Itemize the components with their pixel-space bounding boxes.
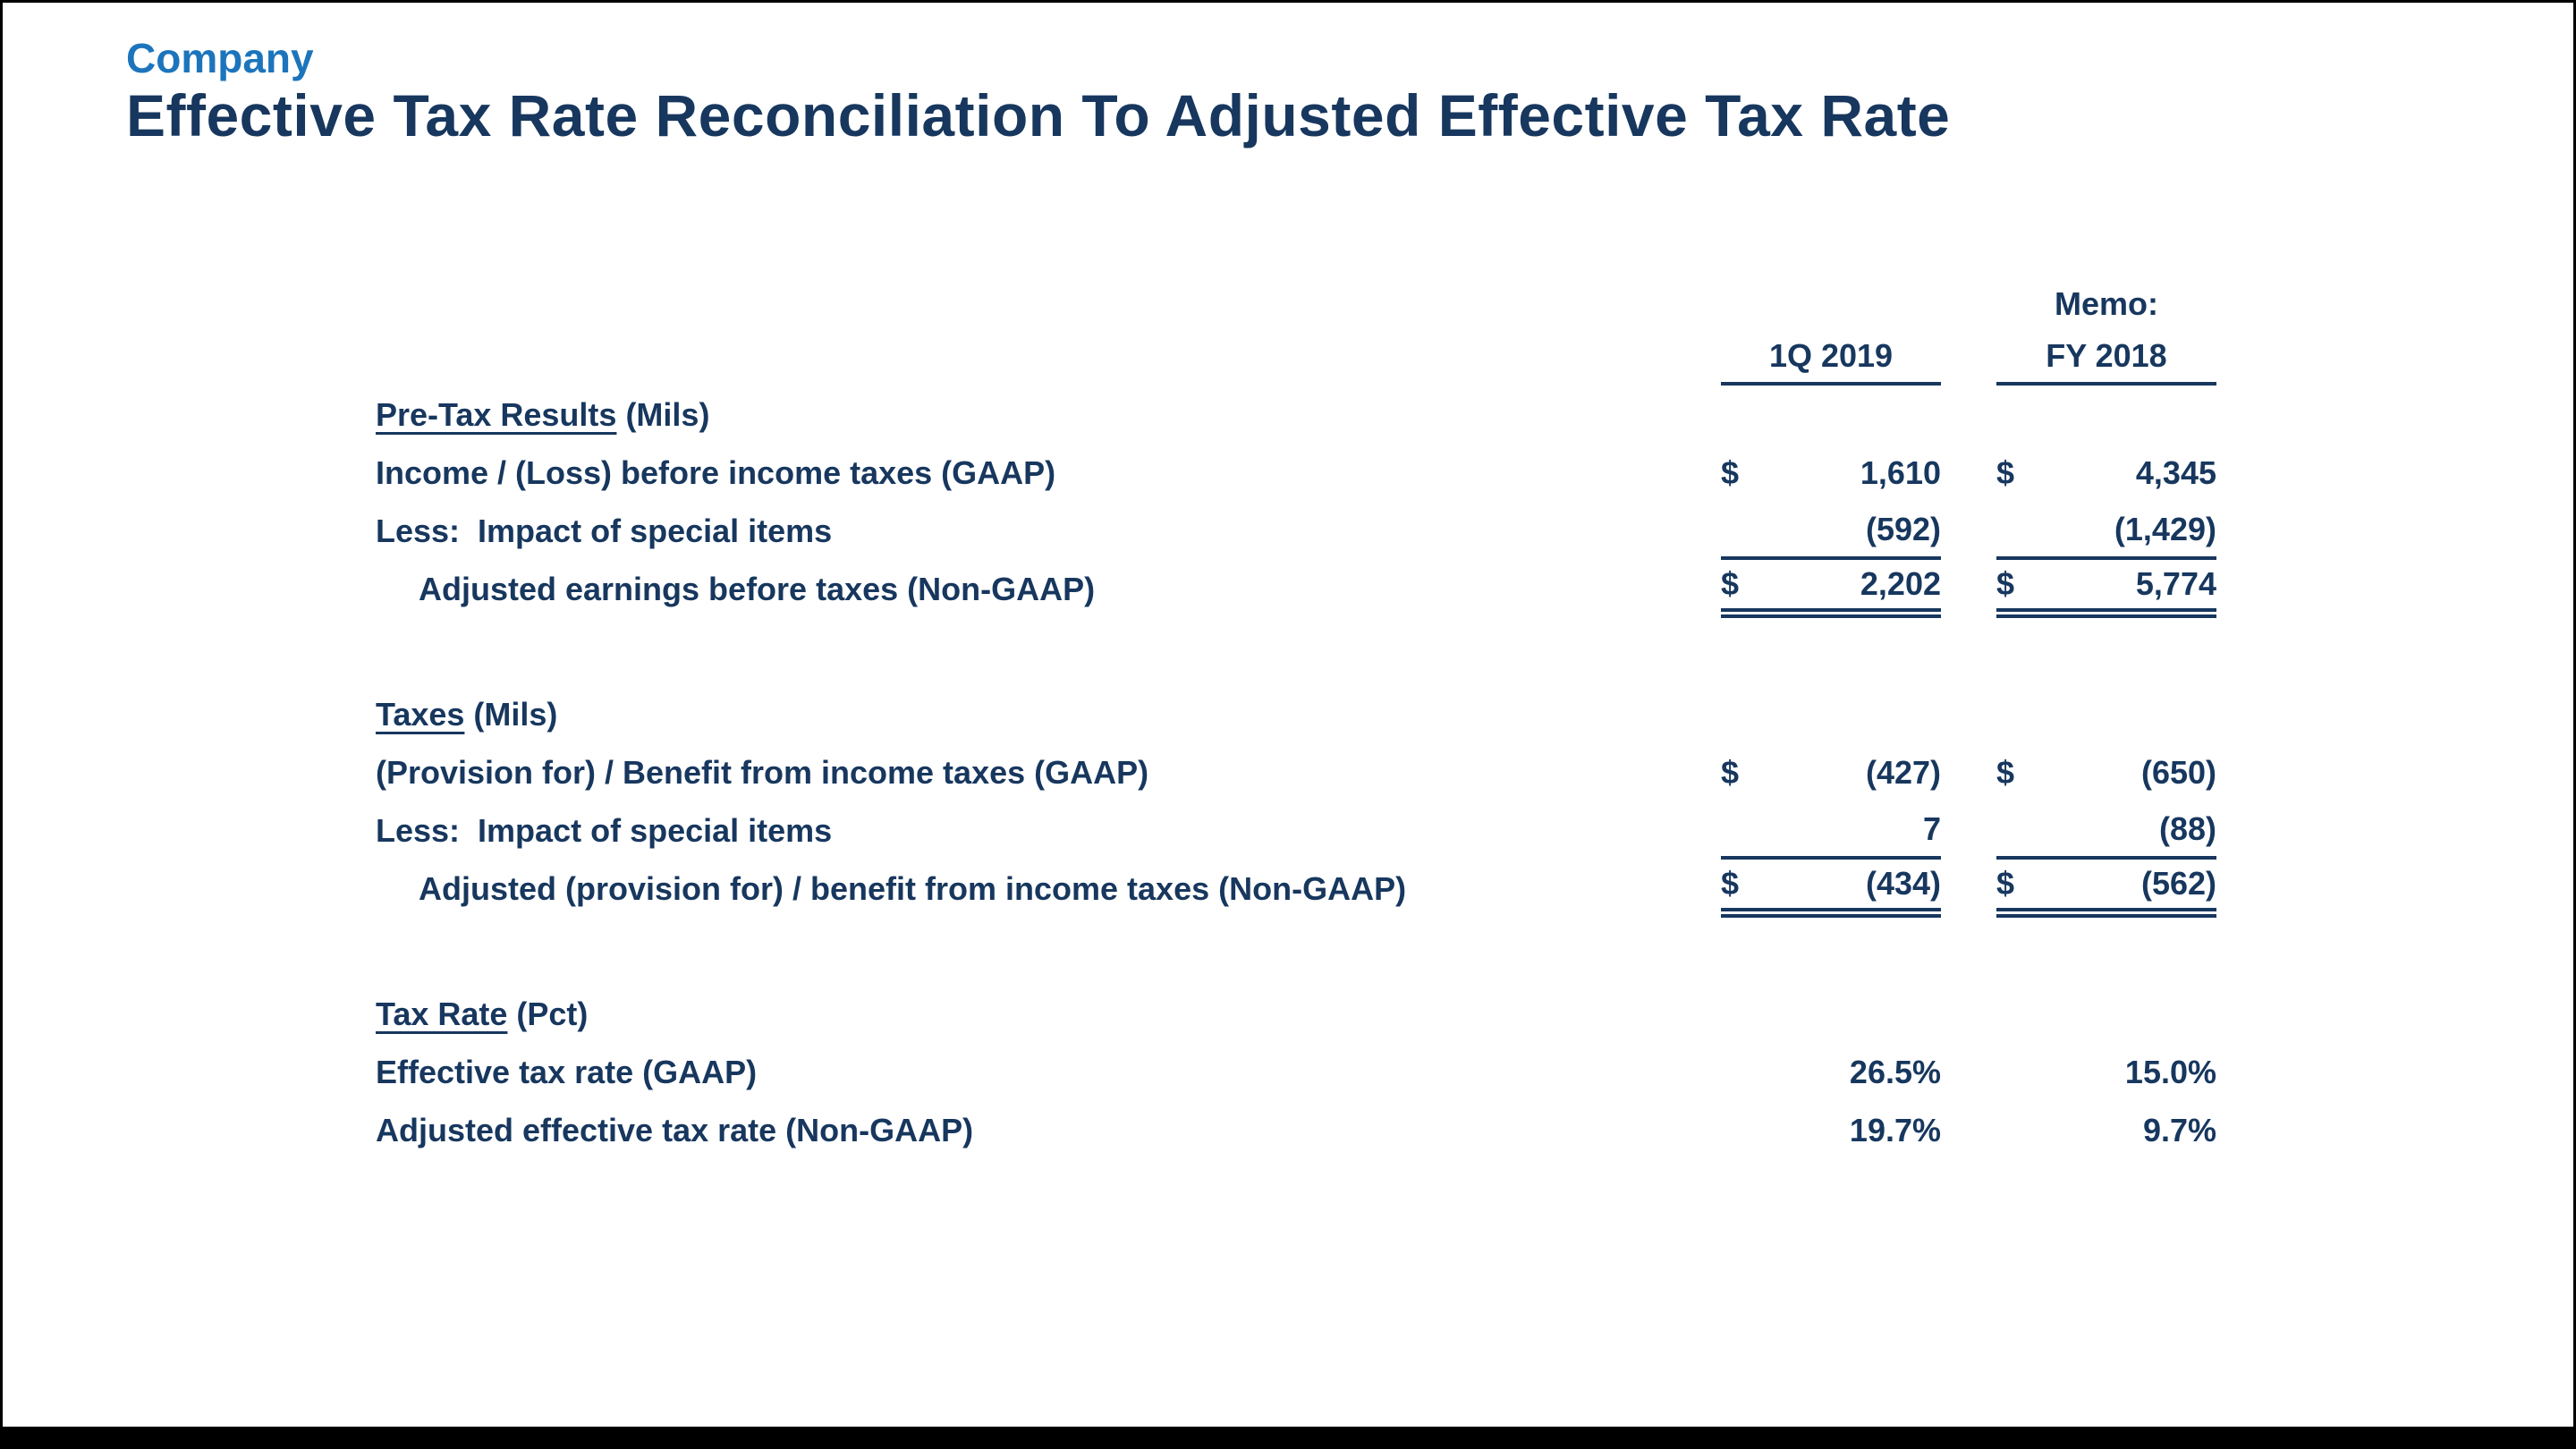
section-pre-tax-results: Pre-Tax Results (Mils) Income / (Loss) b… — [376, 386, 2216, 618]
section-heading: Pre-Tax Results (Mils) — [376, 386, 2216, 444]
currency-symbol: $ — [1996, 753, 2015, 791]
section-unit: (Mils) — [616, 395, 710, 433]
section-tax-rate: Tax Rate (Pct) Effective tax rate (GAAP)… — [376, 985, 2216, 1159]
column-header-1q2019: 1Q 2019 — [1721, 330, 1941, 386]
row-label: Adjusted (provision for) / benefit from … — [419, 869, 1407, 907]
value-cell-1q2019: 7 — [1721, 801, 1941, 860]
value: 19.7% — [1849, 1111, 1941, 1148]
table-row: Effective tax rate (GAAP) 26.5% 15.0% — [376, 1043, 2216, 1101]
section-unit: (Mils) — [464, 695, 558, 733]
slide-header: Company Effective Tax Rate Reconciliatio… — [126, 35, 1950, 150]
value-cell-1q2019: $ (434) — [1721, 860, 1941, 918]
memo-label: Memo: — [2055, 285, 2158, 322]
value-cell-1q2019: $ (427) — [1721, 743, 1941, 801]
value: (1,429) — [2114, 510, 2216, 547]
currency-symbol: $ — [1721, 865, 1740, 902]
value: 1,610 — [1860, 453, 1941, 491]
section-name: Tax Rate — [376, 995, 508, 1032]
value-cell-fy2018: (1,429) — [1996, 502, 2216, 560]
column-header-row: 1Q 2019 FY 2018 — [376, 330, 2216, 386]
value-cell-fy2018: 9.7% — [1996, 1101, 2216, 1159]
value: 9.7% — [2142, 1111, 2216, 1148]
slide-bottom-bar — [3, 1427, 2573, 1446]
table-row-total: Adjusted (provision for) / benefit from … — [376, 860, 2216, 918]
value-cell-1q2019: 19.7% — [1721, 1101, 1941, 1159]
column-header-fy2018: FY 2018 — [1996, 330, 2216, 386]
table-row: Adjusted effective tax rate (Non-GAAP) 1… — [376, 1101, 2216, 1159]
row-label: Less: Impact of special items — [376, 811, 833, 849]
value: 26.5% — [1849, 1053, 1941, 1090]
currency-symbol: $ — [1721, 453, 1740, 491]
value: 2,202 — [1860, 565, 1941, 602]
value-cell-1q2019: 26.5% — [1721, 1043, 1941, 1101]
table-row-total: Adjusted earnings before taxes (Non-GAAP… — [376, 560, 2216, 618]
section-name: Taxes — [376, 695, 465, 733]
row-label: Effective tax rate (GAAP) — [376, 1053, 758, 1090]
tax-reconciliation-table: Memo: 1Q 2019 FY 2018 Pre-Tax Results (M… — [376, 278, 2216, 1159]
table-row: (Provision for) / Benefit from income ta… — [376, 743, 2216, 801]
row-label: Income / (Loss) before income taxes (GAA… — [376, 453, 1056, 491]
value-cell-1q2019: $ 2,202 — [1721, 560, 1941, 618]
value-cell-fy2018: $ (562) — [1996, 860, 2216, 918]
value: 4,345 — [2135, 453, 2216, 491]
section-taxes: Taxes (Mils) (Provision for) / Benefit f… — [376, 685, 2216, 918]
section-heading: Taxes (Mils) — [376, 685, 2216, 743]
currency-symbol: $ — [1996, 565, 2015, 602]
value: (434) — [1865, 865, 1941, 902]
value-cell-1q2019: $ 1,610 — [1721, 444, 1941, 502]
row-label: Adjusted earnings before taxes (Non-GAAP… — [419, 570, 1096, 607]
section-unit: (Pct) — [507, 995, 589, 1032]
row-label: (Provision for) / Benefit from income ta… — [376, 753, 1149, 791]
value: (562) — [2140, 865, 2216, 902]
value: (88) — [2158, 809, 2216, 847]
memo-empty-cell — [1721, 278, 1941, 330]
section-heading: Tax Rate (Pct) — [376, 985, 2216, 1043]
section-name: Pre-Tax Results — [376, 395, 617, 433]
value: (427) — [1865, 753, 1941, 791]
value: 15.0% — [2124, 1053, 2216, 1090]
value: 7 — [1922, 809, 1941, 847]
value-cell-fy2018: 15.0% — [1996, 1043, 2216, 1101]
company-name: Company — [126, 35, 314, 81]
table-row: Income / (Loss) before income taxes (GAA… — [376, 444, 2216, 502]
currency-symbol: $ — [1721, 565, 1740, 602]
memo-row: Memo: — [376, 278, 2216, 330]
value-cell-1q2019: (592) — [1721, 502, 1941, 560]
table-row: Less: Impact of special items (592) (1,4… — [376, 502, 2216, 560]
currency-symbol: $ — [1996, 453, 2015, 491]
value: (592) — [1865, 510, 1941, 547]
value: 5,774 — [2135, 565, 2216, 602]
currency-symbol: $ — [1996, 865, 2015, 902]
page-title: Effective Tax Rate Reconciliation To Adj… — [126, 81, 1951, 148]
row-label: Adjusted effective tax rate (Non-GAAP) — [376, 1111, 974, 1148]
value-cell-fy2018: (88) — [1996, 801, 2216, 860]
value-cell-fy2018: $ (650) — [1996, 743, 2216, 801]
value-cell-fy2018: $ 5,774 — [1996, 560, 2216, 618]
value: (650) — [2140, 753, 2216, 791]
row-label: Less: Impact of special items — [376, 512, 833, 549]
currency-symbol: $ — [1721, 753, 1740, 791]
value-cell-fy2018: $ 4,345 — [1996, 444, 2216, 502]
table-row: Less: Impact of special items 7 (88) — [376, 801, 2216, 860]
